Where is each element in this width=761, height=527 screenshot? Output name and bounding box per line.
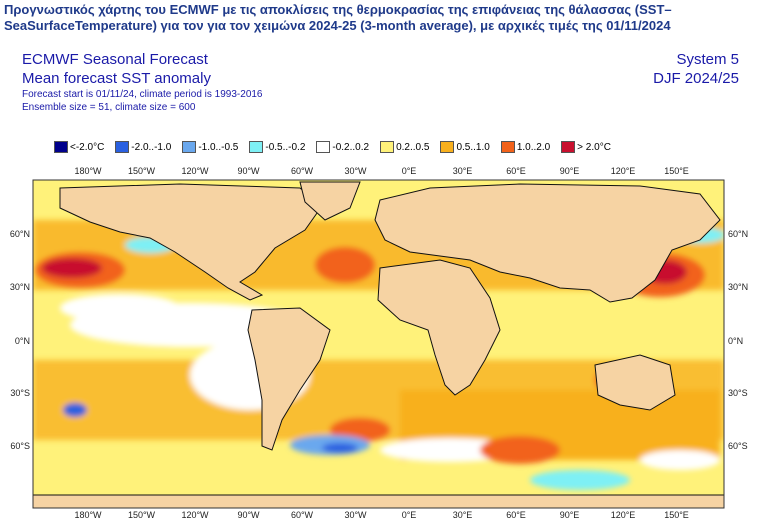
- legend-label: -1.0..-0.5: [198, 141, 239, 153]
- color-legend: <-2.0°C -2.0..-1.0 -1.0..-0.5 -0.5..-0.2 -0.…: [54, 140, 622, 154]
- legend-swatch: [380, 141, 395, 153]
- lat-tick-label: 60°N: [10, 229, 30, 239]
- legend-label: > 2.0°C: [577, 141, 611, 153]
- system-label: System 5: [676, 51, 739, 68]
- legend-item: 0.5..1.0: [440, 141, 490, 153]
- lon-tick-label: 150°E: [664, 166, 689, 176]
- legend-item: 0.2..0.5: [380, 141, 429, 153]
- lon-tick-label: 120°E: [611, 166, 636, 176]
- lon-tick-label: 30°W: [344, 166, 367, 176]
- legend-swatch: [249, 141, 264, 153]
- legend-label: -2.0..-1.0: [131, 141, 172, 153]
- legend-item: 1.0..2.0: [500, 141, 551, 153]
- lon-tick-label: 90°W: [237, 166, 260, 176]
- lon-tick-label: 90°E: [560, 510, 580, 520]
- map-canvas: 180°W 180°W 150°W 150°W 120°W 120°W 90°W 90°W 60…: [10, 166, 748, 520]
- lon-tick-label: 30°W: [344, 510, 367, 520]
- africa: [377, 259, 501, 396]
- lon-tick-label: 180°W: [74, 166, 102, 176]
- map-ticks: 180°W 180°W 150°W 150°W 120°W 120°W 90°W 90°W 60…: [10, 166, 748, 520]
- lon-tick-label: 60°W: [291, 166, 314, 176]
- legend-swatch: [500, 141, 515, 153]
- header-right: System 5 DJF 2024/25: [653, 50, 739, 88]
- legend-swatch: [115, 141, 130, 153]
- forecast-start-info: Forecast start is 01/11/24, climate peri…: [22, 89, 263, 100]
- forecast-subtitle: Mean forecast SST anomaly: [22, 70, 211, 87]
- legend-label: -0.2..0.2: [332, 141, 370, 153]
- lon-tick-label: 60°E: [506, 510, 526, 520]
- lon-tick-label: 120°W: [181, 166, 209, 176]
- lon-tick-label: 60°W: [291, 510, 314, 520]
- legend-label: 1.0..2.0: [516, 141, 551, 153]
- legend-item: -2.0..-1.0: [115, 141, 171, 153]
- legend-swatch: [561, 141, 576, 153]
- lat-tick-label: 60°N: [728, 229, 748, 239]
- lon-tick-label: 30°E: [453, 166, 473, 176]
- legend-swatch: [440, 141, 455, 153]
- lon-tick-label: 150°E: [664, 510, 689, 520]
- map-frame: [32, 179, 725, 509]
- legend-label: 0.2..0.5: [396, 141, 430, 153]
- legend-item: -0.2..0.2: [316, 141, 369, 153]
- australia: [594, 354, 676, 411]
- legend-swatch: [316, 141, 331, 153]
- legend-item: -0.5..-0.2: [249, 141, 305, 153]
- legend-item: <-2.0°C: [54, 141, 104, 153]
- caption: Προγνωστικός χάρτης του ECMWF με τις απο…: [4, 2, 672, 33]
- lat-tick-label: 30°N: [10, 282, 30, 292]
- lon-tick-label: 120°E: [611, 510, 636, 520]
- legend-label: <-2.0°C: [70, 141, 105, 153]
- greenland: [299, 181, 361, 221]
- lat-tick-label: 60°S: [728, 441, 748, 451]
- lon-tick-label: 180°W: [74, 510, 102, 520]
- lat-tick-label: 60°S: [10, 441, 30, 451]
- eurasia: [374, 183, 721, 303]
- lat-tick-label: 0°N: [728, 336, 743, 346]
- land-masses: [33, 181, 724, 508]
- legend-item: > 2.0°C: [561, 141, 611, 153]
- lon-tick-label: 0°E: [402, 166, 417, 176]
- lat-tick-label: 30°S: [10, 388, 30, 398]
- ensemble-info: Ensemble size = 51, climate size = 600: [22, 102, 196, 113]
- legend-swatch: [182, 141, 197, 153]
- lon-tick-label: 90°E: [560, 166, 580, 176]
- lon-tick-label: 90°W: [237, 510, 260, 520]
- legend-label: 0.5..1.0: [456, 141, 490, 153]
- lon-tick-label: 120°W: [181, 510, 209, 520]
- legend-label: -0.5..-0.2: [265, 141, 306, 153]
- lon-tick-label: 60°E: [506, 166, 526, 176]
- lat-tick-label: 30°S: [728, 388, 748, 398]
- antarctica: [33, 494, 724, 508]
- legend-swatch: [54, 141, 68, 153]
- lon-tick-label: 30°E: [453, 510, 473, 520]
- header-left: ECMWF Seasonal Forecast Mean forecast SS…: [22, 50, 263, 114]
- lat-tick-label: 30°N: [728, 282, 748, 292]
- sst-anomaly-map: 180°W 180°W 150°W 150°W 120°W 120°W 90°W 90°W 60…: [0, 160, 761, 522]
- legend-item: -1.0..-0.5: [182, 141, 238, 153]
- lon-tick-label: 150°W: [128, 510, 156, 520]
- lat-tick-label: 0°N: [15, 336, 30, 346]
- lon-tick-label: 150°W: [128, 166, 156, 176]
- forecast-title: ECMWF Seasonal Forecast: [22, 51, 208, 68]
- south-america: [247, 307, 331, 451]
- lon-tick-label: 0°E: [402, 510, 417, 520]
- season-label: DJF 2024/25: [653, 70, 739, 87]
